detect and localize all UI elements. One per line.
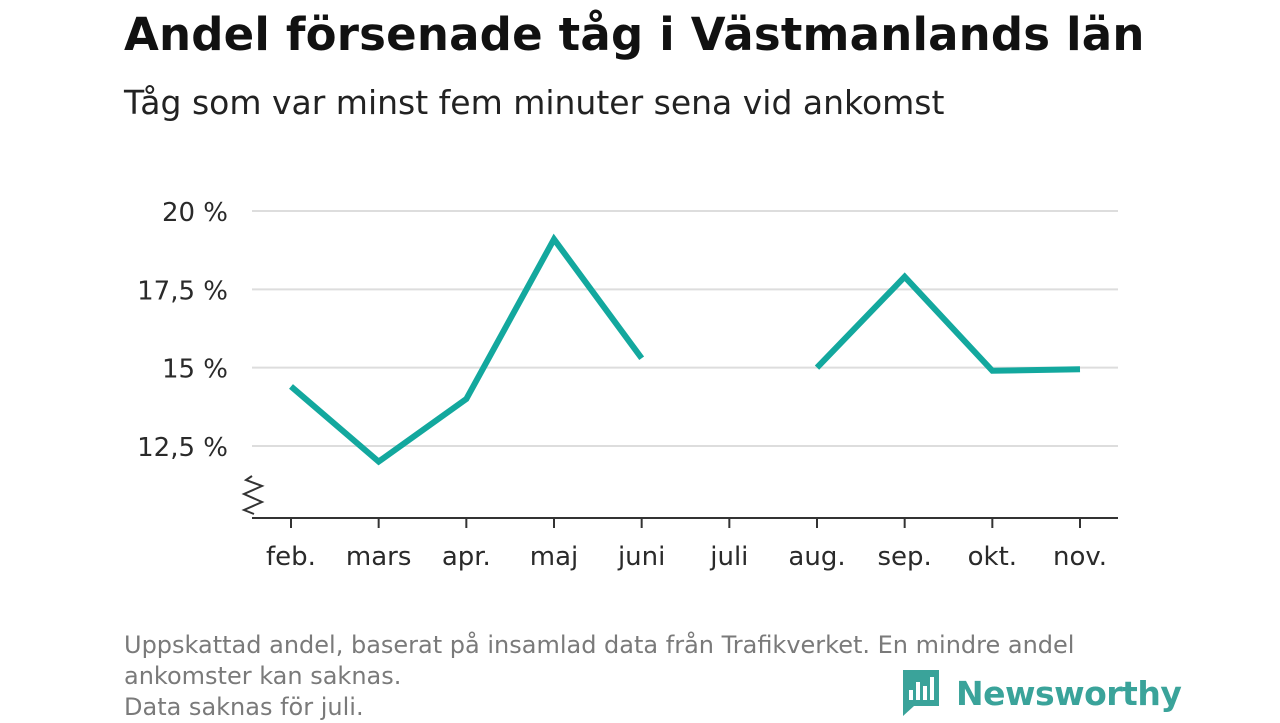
x-tick-label: maj [530,542,578,572]
series-line [289,233,645,466]
chart-subtitle: Tåg som var minst fem minuter sena vid a… [124,83,945,122]
x-tick-label: nov. [1053,542,1107,572]
newsworthy-logo-icon [903,670,939,716]
footnote: Uppskattad andel, baserat på insamlad da… [124,630,1164,723]
x-tick-label: okt. [968,542,1017,572]
y-axis-break-icon [241,475,265,515]
x-tick-label: apr. [442,542,491,572]
y-tick-label: 12,5 % [137,433,228,463]
y-tick-label: 20 % [162,198,228,228]
brand-logo: Newsworthy [900,668,1182,718]
footnote-line-3: Data saknas för juli. [124,693,364,721]
x-tick-label: aug. [788,542,845,572]
brand-name: Newsworthy [956,673,1182,713]
chart-title: Andel försenade tåg i Västmanlands län [124,8,1145,61]
x-tick-label: juni [617,542,665,572]
x-tick-label: mars [346,542,412,572]
y-tick-label: 17,5 % [137,276,228,306]
y-tick-label: 15 % [162,355,228,385]
footnote-line-1: Uppskattad andel, baserat på insamlad da… [124,631,1075,659]
footnote-line-2: ankomster kan saknas. [124,662,402,690]
series-line [814,272,1081,374]
x-tick-label: juli [709,542,748,572]
x-tick-label: feb. [266,542,316,572]
x-tick-label: sep. [878,542,932,572]
